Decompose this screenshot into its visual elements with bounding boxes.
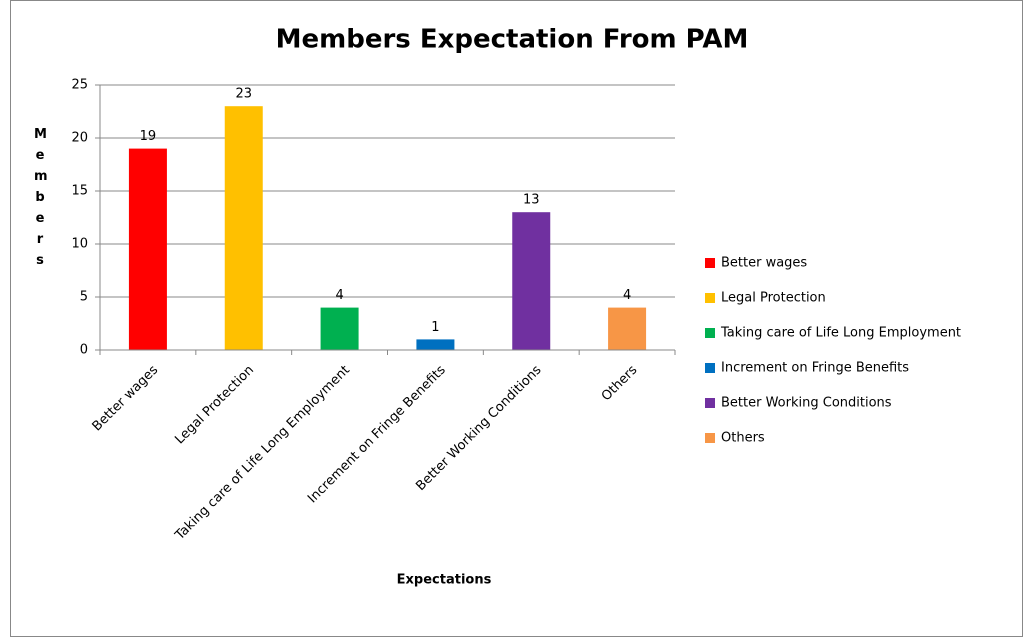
- legend-swatch: [705, 433, 715, 443]
- y-tick-label: 5: [80, 290, 88, 305]
- legend-swatch: [705, 258, 715, 268]
- y-tick-label: 20: [71, 131, 88, 146]
- legend-swatch: [705, 328, 715, 338]
- bar: [512, 212, 551, 350]
- legend-label: Better Working Conditions: [721, 396, 892, 411]
- legend-label: Better wages: [721, 256, 807, 271]
- data-label: 1: [431, 320, 439, 335]
- chart-title: Members Expectation From PAM: [276, 25, 749, 55]
- y-axis-label: Members: [34, 127, 48, 268]
- y-tick-label: 0: [80, 343, 88, 358]
- y-tick-label: 15: [71, 184, 88, 199]
- bar: [416, 339, 455, 350]
- y-tick-label: 25: [71, 78, 88, 93]
- bar: [128, 148, 167, 350]
- data-label: 4: [335, 288, 343, 303]
- legend-label: Others: [721, 431, 765, 446]
- bar: [608, 307, 647, 350]
- data-label: 13: [523, 193, 540, 208]
- bar: [224, 106, 263, 350]
- bar: [320, 307, 359, 350]
- x-axis-label: Expectations: [397, 573, 492, 588]
- legend-swatch: [705, 293, 715, 303]
- data-label: 4: [623, 288, 631, 303]
- legend-label: Increment on Fringe Benefits: [721, 361, 909, 376]
- legend-swatch: [705, 398, 715, 408]
- y-tick-label: 10: [71, 237, 88, 252]
- legend-swatch: [705, 363, 715, 373]
- data-label: 23: [235, 87, 252, 102]
- data-label: 19: [140, 129, 157, 144]
- legend-label: Taking care of Life Long Employment: [720, 326, 961, 341]
- legend-label: Legal Protection: [721, 291, 826, 306]
